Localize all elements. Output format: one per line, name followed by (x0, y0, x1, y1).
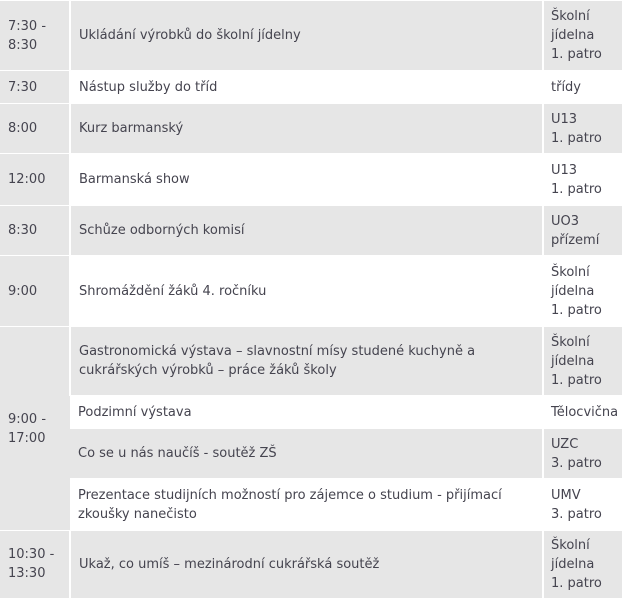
event-cell: Shromáždění žáků 4. ročníku (69, 255, 543, 327)
time-cell: 8:00 (0, 103, 70, 154)
place-line: třídy (551, 79, 581, 95)
place-cell: Školní jídelna 1. patro (542, 530, 622, 598)
place-line: 1. patro (551, 47, 602, 62)
table-row: 9:00 - 17:00 Gastronomická výstava – slav… (0, 326, 622, 531)
event-cell: Nástup služby do tříd (69, 70, 543, 104)
table-row: 7:30 - 8:30 Ukládání výrobků do školní jí… (0, 0, 622, 71)
place-line: UO3 (551, 213, 580, 229)
place-cell: Školní jídelna 1. patro (542, 255, 622, 327)
place-line: jídelna (551, 28, 595, 43)
place-cell: Školní jídelna 1. patro (542, 326, 622, 396)
place-line: Školní (551, 264, 590, 280)
place-line: U13 (551, 162, 578, 178)
place-line: U13 (551, 111, 578, 127)
event-cell: Co se u nás naučíš - soutěž ZŠ (70, 428, 543, 479)
place-cell: UO3 přízemí (542, 205, 622, 256)
event-cell: Podzimní výstava (70, 395, 543, 429)
table-row: 7:30 Nástup služby do tříd třídy (0, 70, 622, 104)
place-line: 3. patro (551, 455, 602, 471)
table-row: 10:30 - 13:30 Ukaž, co umíš – mezinárodní… (0, 530, 622, 598)
place-line: 1. patro (551, 130, 602, 146)
place-cell: UMV 3. patro (542, 478, 622, 531)
place-cell: UZC 3. patro (542, 428, 622, 479)
place-line: Školní (551, 9, 590, 24)
table-row: 8:00 Kurz barmanský U13 1. patro (0, 103, 622, 154)
place-line: jídelna (551, 283, 595, 299)
place-line: Školní (551, 537, 590, 553)
event-cell: Schůze odborných komisí (69, 205, 543, 256)
event-cell: Gastronomická výstava – slavnostní mísy … (69, 326, 543, 396)
place-line: 1. patro (551, 575, 602, 591)
place-line: Školní (551, 334, 590, 350)
event-cell: Ukládání výrobků do školní jídelny (69, 0, 543, 71)
event-cell: Kurz barmanský (69, 103, 543, 154)
time-cell: 8:30 (0, 205, 70, 256)
place-line: přízemí (551, 232, 600, 248)
place-line: jídelna (551, 556, 595, 572)
place-cell: třídy (542, 70, 622, 104)
time-cell: 10:30 - 13:30 (0, 530, 70, 598)
place-line: 1. patro (551, 181, 602, 197)
time-cell: 9:00 - 17:00 (0, 326, 70, 531)
time-cell: 7:30 - 8:30 (0, 0, 70, 71)
time-cell: 12:00 (0, 153, 70, 206)
table-row: 8:30 Schůze odborných komisí UO3 přízemí (0, 205, 622, 256)
place-line: 1. patro (551, 372, 602, 388)
place-cell: Tělocvična (542, 395, 622, 429)
place-cell: U13 1. patro (542, 103, 622, 154)
place-cell: U13 1. patro (542, 153, 622, 206)
event-cell: Ukaž, co umíš – mezinárodní cukrářská so… (69, 530, 543, 598)
table-row: Co se u nás naučíš - soutěž ZŠ UZC 3. patr… (0, 428, 622, 479)
table-row: Prezentace studijních možností pro zájem… (0, 478, 622, 531)
place-line: 1. patro (551, 302, 602, 318)
table-row: 9:00 Shromáždění žáků 4. ročníku Školní jíd… (0, 255, 622, 327)
time-cell: 7:30 (0, 70, 70, 104)
place-line: UZC (551, 436, 579, 452)
place-line: jídelna (551, 353, 595, 369)
table-row: 12:00 Barmanská show U13 1. patro (0, 153, 622, 206)
event-cell: Barmanská show (69, 153, 543, 206)
table-row: Podzimní výstava Tělocvična (0, 395, 622, 429)
place-cell: Školní jídelna 1. patro (542, 0, 622, 71)
place-line: UMV (551, 487, 581, 503)
place-line: 3. patro (551, 506, 602, 522)
time-cell: 9:00 (0, 255, 70, 327)
event-cell: Prezentace studijních možností pro zájem… (70, 478, 543, 531)
place-line: Tělocvična (551, 404, 619, 420)
